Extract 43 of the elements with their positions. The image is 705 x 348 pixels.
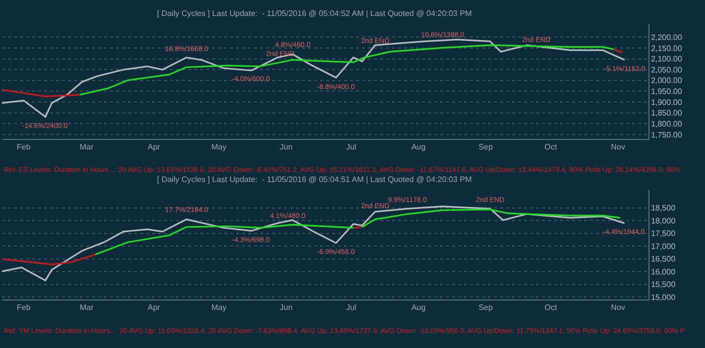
- x-tick-label: Mar: [80, 303, 94, 312]
- x-tick-label: Feb: [16, 303, 32, 312]
- line-series: [94, 224, 354, 256]
- y-tick-label: 18,500: [650, 204, 676, 213]
- x-tick-label: Apr: [148, 303, 160, 312]
- x-tick-label: Oct: [544, 303, 558, 312]
- chart-title: [ Daily Cycles ] Last Update: - 11/05/2016 @ 05:04:51 AM | Last Quoted @ 04:20:03 PM: [157, 175, 472, 184]
- x-tick-label: Feb: [16, 142, 32, 152]
- y-tick-label: 17,000: [650, 242, 676, 251]
- x-tick-label: Nov: [610, 303, 626, 312]
- y-tick-label: 18,000: [650, 216, 676, 226]
- chart-title: [ Daily Cycles ] Last Update: - 11/05/2016 @ 05:04:52 AM | Last Quoted @ 04:20:03 PM: [157, 9, 472, 18]
- y-tick-label: 2,000.00: [650, 76, 683, 86]
- y-tick-label: 1,800.00: [650, 119, 683, 128]
- x-tick-label: Sep: [478, 142, 494, 152]
- line-series: [361, 208, 621, 228]
- y-tick-label: 16,500: [650, 254, 676, 264]
- x-tick-label: Jul: [346, 303, 357, 312]
- y-tick-label: 2,150.00: [650, 44, 683, 53]
- x-tick-label: Apr: [148, 142, 160, 152]
- y-tick-label: 16,000: [650, 267, 676, 276]
- x-tick-label: Oct: [544, 142, 558, 152]
- x-tick-label: May: [211, 303, 226, 312]
- x-tick-label: Jul: [346, 142, 357, 152]
- line-series: [2, 254, 96, 266]
- y-tick-label: 1,900.00: [650, 98, 683, 107]
- x-tick-label: Aug: [411, 303, 426, 312]
- y-tick-label: 17,500: [650, 229, 676, 238]
- x-tick-label: Jun: [280, 303, 293, 312]
- y-tick-label: 2,200.00: [650, 33, 683, 42]
- y-tick-label: 15,500: [650, 280, 676, 290]
- y-tick-label: 15,000: [650, 292, 676, 302]
- x-tick-label: May: [211, 142, 226, 152]
- x-tick-label: Mar: [80, 142, 94, 152]
- x-tick-label: Jun: [280, 142, 293, 152]
- x-tick-label: Sep: [478, 303, 494, 312]
- x-tick-label: Aug: [411, 142, 426, 152]
- y-tick-label: 1,750.00: [650, 130, 683, 140]
- y-tick-label: 2,100.00: [650, 54, 683, 64]
- y-tick-label: 1,850.00: [650, 108, 683, 118]
- x-tick-label: Nov: [610, 142, 626, 152]
- y-tick-label: 1,950.00: [650, 87, 683, 96]
- y-tick-label: 2,050.00: [650, 65, 683, 74]
